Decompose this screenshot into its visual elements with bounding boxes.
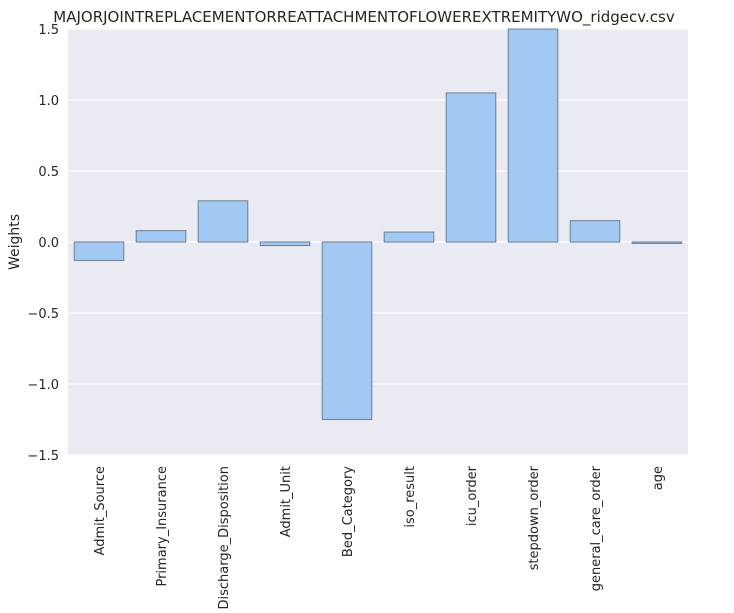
bar-primary-insurance bbox=[135, 230, 187, 243]
x-tick-label: Admit_Unit bbox=[279, 466, 294, 537]
bar-admit-unit bbox=[259, 241, 311, 247]
x-tick-label: Bed_Category bbox=[341, 466, 356, 557]
x-tick-label: icu_order bbox=[465, 465, 480, 526]
y-tick-label: −1.0 bbox=[27, 378, 59, 393]
y-tick-label: 1.0 bbox=[38, 94, 59, 109]
x-tick-label: Admit_Source bbox=[93, 466, 108, 555]
bar-bed-category bbox=[321, 241, 373, 420]
x-tick-labels: Admit_Source Primary_Insurance Discharge_D… bbox=[93, 465, 666, 609]
bars bbox=[73, 28, 683, 420]
bar-admit-source bbox=[73, 241, 125, 261]
y-tick-label: 1.5 bbox=[38, 23, 59, 38]
x-tick-label: iso_result bbox=[403, 466, 418, 528]
chart-title: MAJORJOINTREPLACEMENTORREATTACHMENTOFLOW… bbox=[53, 8, 675, 27]
x-tick-label: age bbox=[651, 466, 666, 490]
bar-age bbox=[631, 241, 683, 244]
x-tick-label: stepdown_order bbox=[527, 465, 542, 570]
y-tick-label: −1.5 bbox=[27, 449, 59, 464]
y-tick-label: 0.0 bbox=[38, 236, 59, 251]
y-axis-label: Weights bbox=[7, 214, 23, 270]
y-tick-label: 0.5 bbox=[38, 165, 59, 180]
y-tick-labels: −1.5 −1.0 −0.5 0.0 0.5 1.0 1.5 bbox=[27, 23, 59, 464]
bar-discharge-disposition bbox=[197, 200, 249, 243]
x-tick-label: Primary_Insurance bbox=[155, 466, 170, 587]
x-tick-label: Discharge_Disposition bbox=[217, 466, 232, 610]
bar-icu-order bbox=[445, 92, 497, 243]
bar-iso-result bbox=[383, 231, 435, 243]
bar-stepdown-order bbox=[507, 28, 559, 243]
bar-general-care-order bbox=[569, 220, 621, 243]
y-tick-label: −0.5 bbox=[27, 307, 59, 322]
x-tick-label: general_care_order bbox=[589, 465, 604, 591]
